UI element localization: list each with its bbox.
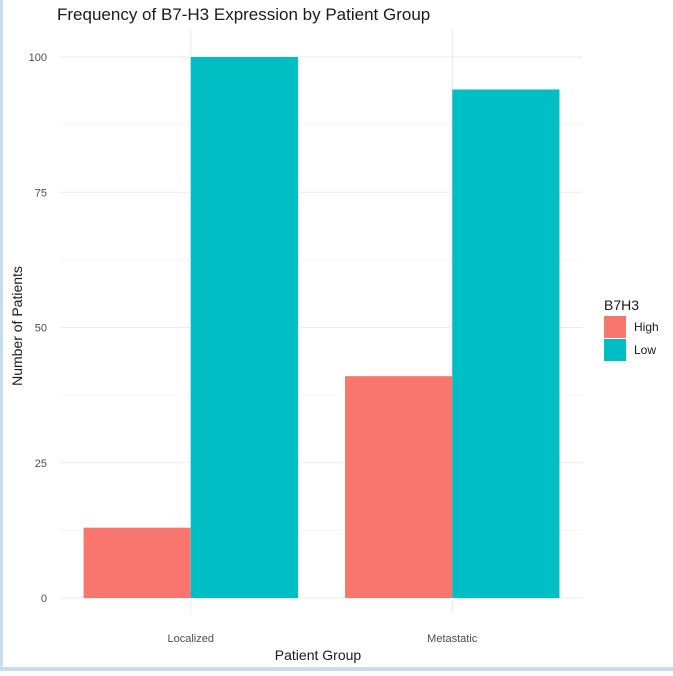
x-axis-title: Patient Group (275, 647, 362, 663)
x-axis-ticks: Localized Metastatic (168, 633, 478, 645)
y-tick-label: 100 (29, 52, 47, 64)
y-tick-label: 25 (35, 458, 47, 470)
legend-key-high (604, 316, 626, 338)
x-tick-label: Metastatic (427, 633, 478, 645)
chart-title: Frequency of B7-H3 Expression by Patient… (57, 5, 430, 24)
bar-low-localized (190, 57, 298, 598)
bar-high-metastatic (345, 376, 453, 598)
bars (83, 57, 560, 599)
y-tick-label: 75 (35, 187, 47, 199)
legend-label-high: High (634, 320, 659, 334)
legend-label-low: Low (634, 343, 656, 357)
bar-high-localized (83, 527, 191, 598)
legend-title: B7H3 (604, 297, 639, 313)
x-tick-label: Localized (168, 633, 214, 645)
window-edge-bottom (0, 667, 673, 671)
legend-key-low (604, 339, 626, 361)
y-axis-title: Number of Patients (9, 266, 25, 386)
window-edge-left (0, 0, 3, 671)
y-tick-label: 50 (35, 323, 47, 335)
y-tick-label: 0 (41, 593, 47, 605)
legend: B7H3 High Low (604, 297, 659, 361)
y-axis-ticks: 0 25 50 75 100 (29, 52, 47, 605)
bar-low-metastatic (452, 89, 560, 599)
